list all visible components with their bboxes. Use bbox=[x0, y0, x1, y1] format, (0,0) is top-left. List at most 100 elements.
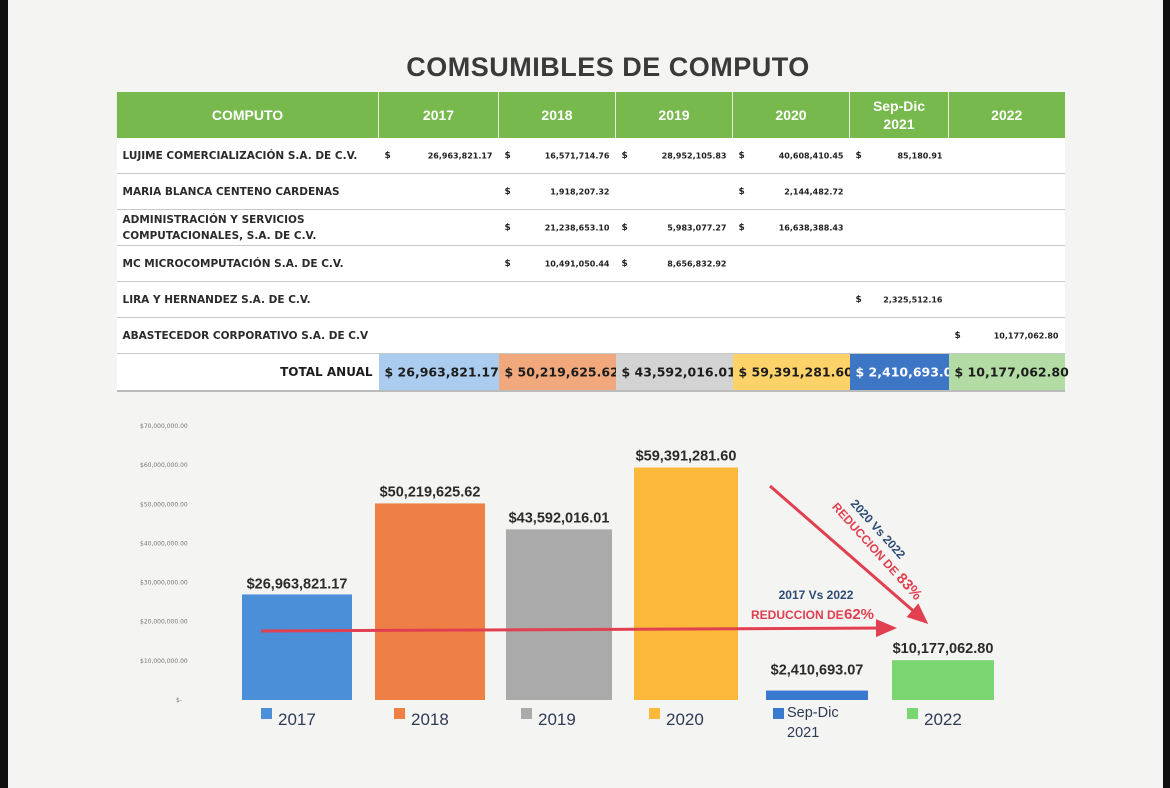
legend-label: 2019 bbox=[538, 710, 576, 729]
total-value: $ 2,410,693.07 bbox=[849, 353, 962, 392]
total-value: $ 10,177,062.80 bbox=[948, 353, 1069, 392]
total-label: TOTAL ANUAL bbox=[116, 353, 379, 392]
amount-cell: $1,918,207.32 bbox=[498, 173, 616, 210]
annotation-title: 2017 Vs 2022 bbox=[779, 588, 854, 602]
total-value: $ 43,592,016.01 bbox=[615, 353, 736, 392]
amount-cell bbox=[378, 173, 499, 210]
table-row: LIRA Y HERNANDEZ S.A. DE C.V. $2,325,512.… bbox=[116, 281, 1065, 318]
currency-symbol: $ bbox=[504, 222, 511, 233]
bar bbox=[634, 467, 738, 700]
currency-symbol: $ bbox=[855, 294, 862, 305]
supplier-name: MC MICROCOMPUTACIÓN S.A. DE C.V. bbox=[116, 245, 379, 282]
bar-chart: $70,000,000.00 $60,000,000.00 $50,000,000.… bbox=[140, 423, 994, 741]
amount-cell: $21,238,653.10 bbox=[498, 209, 616, 246]
header-year-6: 2022 bbox=[948, 92, 1065, 138]
bar bbox=[242, 594, 352, 700]
amount-cell bbox=[849, 209, 949, 246]
currency-symbol: $ bbox=[621, 222, 628, 233]
amount-cell bbox=[732, 317, 850, 354]
currency-symbol: $ bbox=[621, 258, 628, 269]
trend-arrow-2020-2022 bbox=[769, 484, 929, 624]
amount-value: 10,491,050.44 bbox=[544, 259, 610, 268]
amount-value: 28,952,105.83 bbox=[661, 151, 727, 160]
amount-cell bbox=[948, 138, 1065, 174]
amount-cell bbox=[948, 245, 1065, 282]
document-page: COMSUMIBLES DE COMPUTO COMPUTO 2017 2018 20… bbox=[8, 0, 1163, 788]
legend-swatch bbox=[649, 708, 660, 719]
currency-symbol: $ bbox=[954, 330, 961, 341]
bar bbox=[506, 529, 612, 700]
y-tick-label: $10,000,000.00 bbox=[140, 658, 188, 665]
amount-cell: $8,656,832.92 bbox=[615, 245, 733, 282]
header-computo: COMPUTO bbox=[116, 92, 379, 138]
amount-cell bbox=[732, 281, 850, 318]
bar bbox=[766, 690, 868, 700]
currency-symbol: $ bbox=[738, 222, 745, 233]
amount-cell: $16,638,388.43 bbox=[732, 209, 850, 246]
y-tick-label: $60,000,000.00 bbox=[140, 462, 188, 469]
bar bbox=[892, 660, 994, 700]
currency-symbol: $ bbox=[504, 186, 511, 197]
header-year-2: 2018 bbox=[498, 92, 616, 138]
legend-swatch bbox=[394, 708, 405, 719]
total-amount: $ 59,391,281.60 bbox=[738, 364, 853, 380]
amount-value: 2,325,512.16 bbox=[883, 295, 943, 304]
data-label: $50,219,625.62 bbox=[380, 484, 481, 500]
amount-cell: $16,571,714.76 bbox=[498, 138, 616, 174]
data-label: $26,963,821.17 bbox=[247, 576, 348, 592]
legend-swatch bbox=[261, 708, 272, 719]
amount-cell: $2,325,512.16 bbox=[849, 281, 949, 318]
amount-value: 21,238,653.10 bbox=[544, 223, 610, 232]
table-row: LUJIME COMERCIALIZACIÓN S.A. DE C.V. $26,… bbox=[116, 138, 1065, 174]
total-value: $ 59,391,281.60 bbox=[732, 353, 853, 392]
currency-symbol: $ bbox=[384, 150, 391, 161]
total-amount: $ 10,177,062.80 bbox=[954, 364, 1069, 380]
y-tick-label: $- bbox=[176, 697, 182, 704]
table-row: ABASTECEDOR CORPORATIVO S.A. DE C.V $10,1… bbox=[116, 317, 1065, 354]
amount-value: 2,144,482.72 bbox=[784, 187, 844, 196]
header-year-3: 2019 bbox=[615, 92, 733, 138]
total-amount: $ 2,410,693.07 bbox=[855, 364, 962, 380]
legend-label: 2020 bbox=[666, 710, 704, 729]
amount-cell bbox=[498, 281, 616, 318]
amount-value: 16,638,388.43 bbox=[778, 223, 844, 232]
header-year-5: Sep-Dic 2021 bbox=[849, 92, 949, 138]
amount-value: 5,983,077.27 bbox=[667, 223, 727, 232]
table-header-row: COMPUTO 2017 2018 2019 2020 Sep-Dic 2021 2022 bbox=[116, 92, 1065, 138]
total-amount: $ 50,219,625.62 bbox=[504, 364, 619, 380]
amount-cell bbox=[732, 245, 850, 282]
amount-cell bbox=[849, 245, 949, 282]
amount-cell: $40,608,410.45 bbox=[732, 138, 850, 174]
total-amount: $ 43,592,016.01 bbox=[621, 364, 736, 380]
amount-cell bbox=[378, 245, 499, 282]
consumables-table: COMPUTO 2017 2018 2019 2020 Sep-Dic 2021 2022 L… bbox=[116, 92, 1069, 392]
currency-symbol: $ bbox=[738, 186, 745, 197]
y-tick-label: $40,000,000.00 bbox=[140, 540, 188, 547]
data-label: $10,177,062.80 bbox=[893, 641, 994, 657]
amount-cell: $85,180.91 bbox=[849, 138, 949, 174]
amount-cell bbox=[948, 281, 1065, 318]
header-year-1: 2017 bbox=[378, 92, 499, 138]
amount-cell bbox=[615, 281, 733, 318]
currency-symbol: $ bbox=[738, 150, 745, 161]
amount-cell bbox=[615, 317, 733, 354]
legend-label: 2018 bbox=[411, 710, 449, 729]
total-row: TOTAL ANUAL $ 26,963,821.17 $ 50,219,625.6… bbox=[116, 353, 1069, 392]
bar bbox=[375, 503, 485, 700]
header-year-4: 2020 bbox=[732, 92, 850, 138]
data-label: $43,592,016.01 bbox=[509, 510, 610, 526]
legend-label: Sep-Dic bbox=[787, 705, 839, 721]
total-value: $ 26,963,821.17 bbox=[378, 353, 499, 392]
table-row: ADMINISTRACIÓN Y SERVICIOS COMPUTACIONAL… bbox=[116, 209, 1065, 246]
annotation-percent: 62% bbox=[844, 606, 874, 623]
amount-value: 26,963,821.17 bbox=[427, 151, 493, 160]
currency-symbol: $ bbox=[504, 150, 511, 161]
data-label: $59,391,281.60 bbox=[636, 449, 737, 465]
amount-cell bbox=[948, 209, 1065, 246]
y-tick-label: $30,000,000.00 bbox=[140, 580, 188, 587]
currency-symbol: $ bbox=[621, 150, 628, 161]
amount-cell: $28,952,105.83 bbox=[615, 138, 733, 174]
legend-label: 2022 bbox=[924, 710, 962, 729]
amount-cell bbox=[378, 209, 499, 246]
